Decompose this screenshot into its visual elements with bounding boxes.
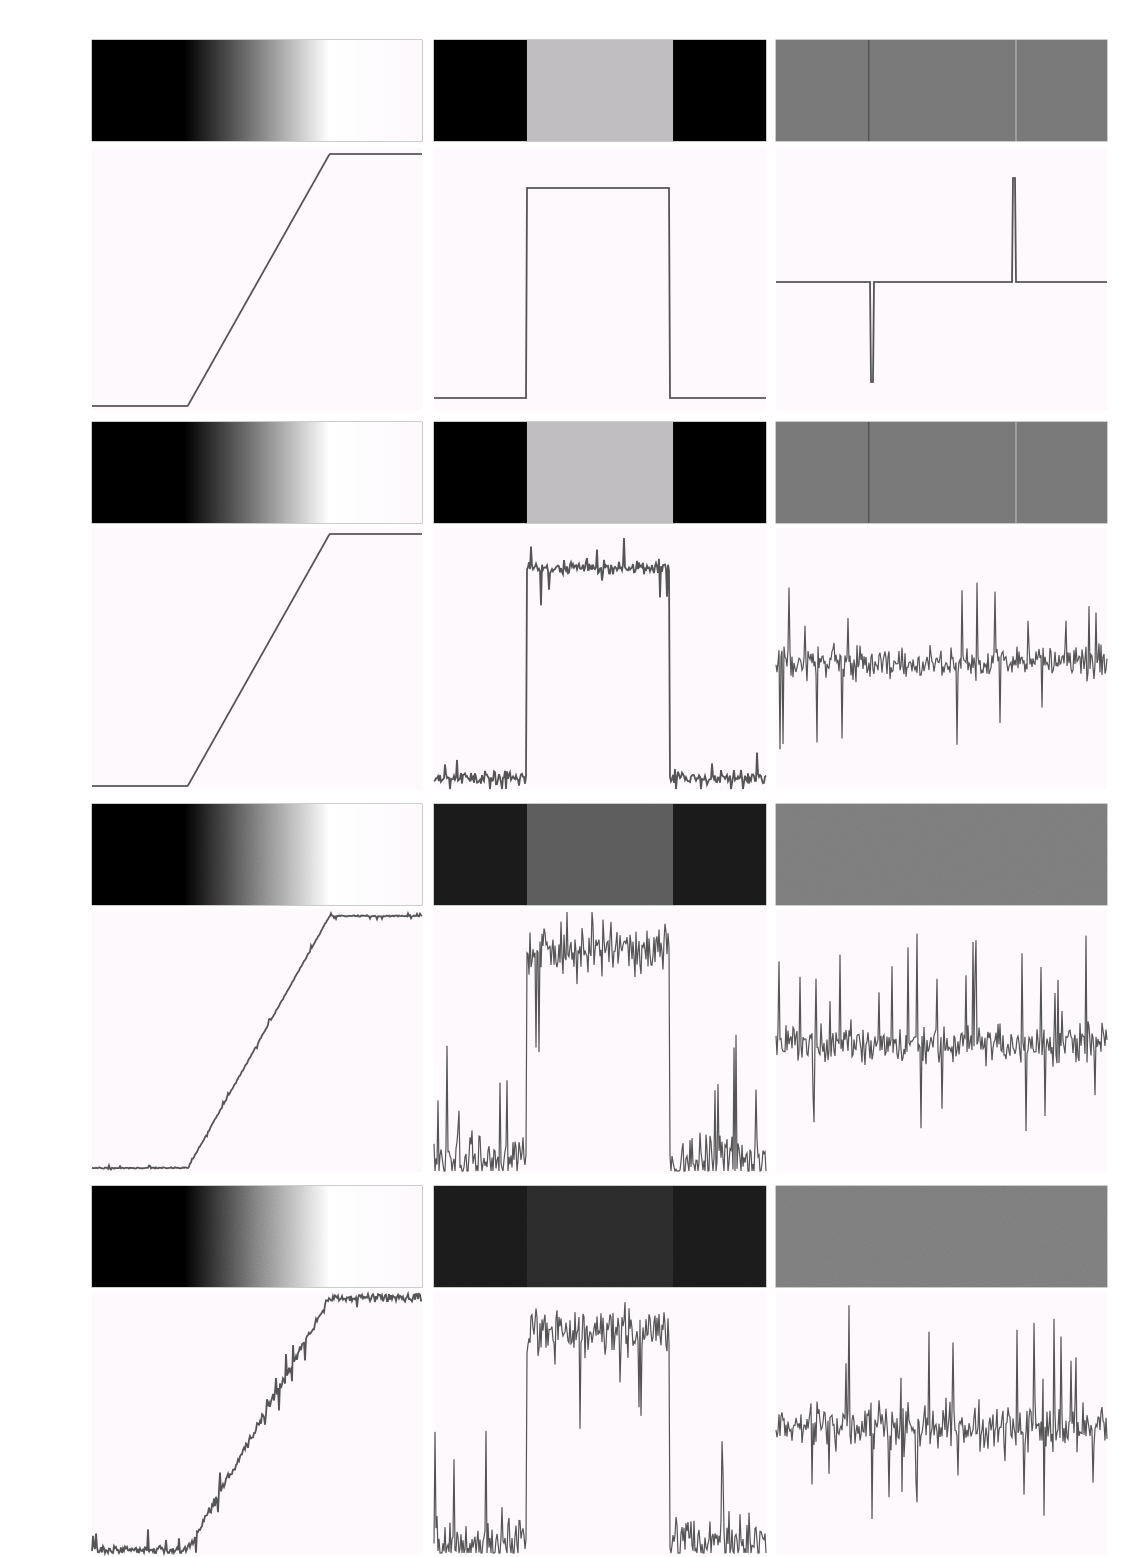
ramp-strip [92,422,422,523]
grain-overlay [92,1186,422,1287]
ramp-strip [92,40,422,141]
step-strip-middle [527,40,673,141]
grain-overlay [434,804,766,905]
profile-background [776,148,1107,410]
grain-overlay [776,1186,1107,1287]
flat-strip [776,40,1107,141]
figure [0,0,1132,1557]
grain-overlay [434,1186,766,1287]
flat-strip [776,422,1107,523]
grain-overlay [776,804,1107,905]
grain-overlay [92,804,422,905]
profile-background [92,528,422,790]
profile-background [92,910,422,1172]
profile-background [92,148,422,410]
profile-background [434,528,766,790]
step-strip-middle [527,422,673,523]
page: (() => { const svg = document.getElement… [0,0,1132,1557]
